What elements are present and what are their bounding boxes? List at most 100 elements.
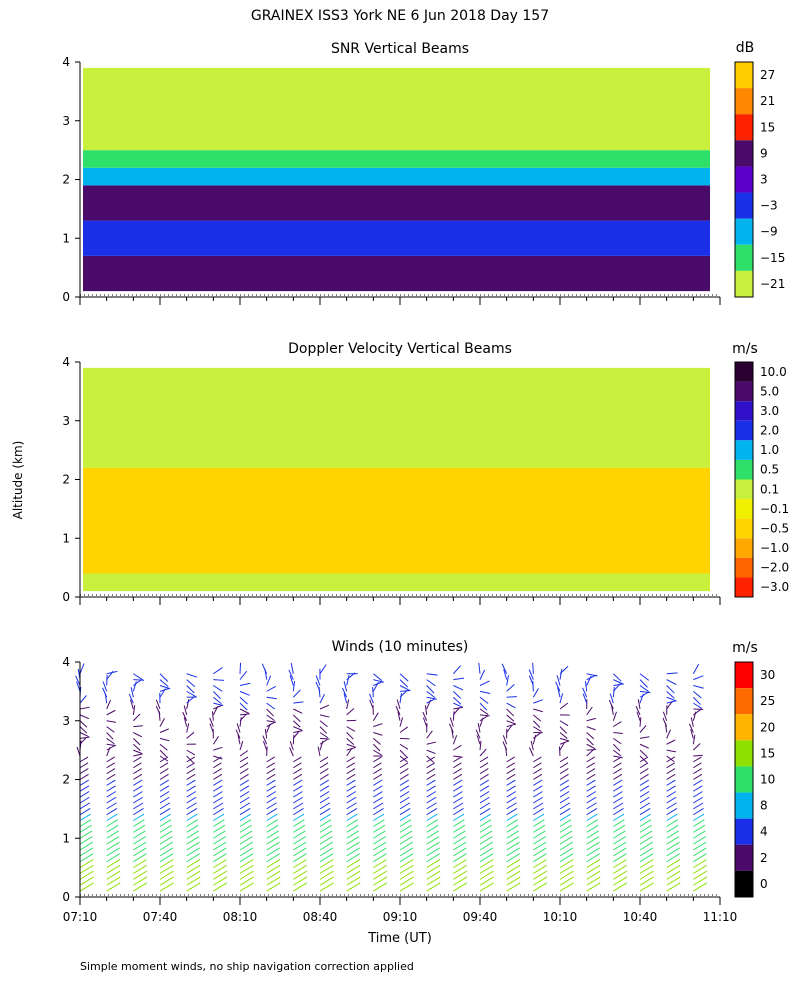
wind-barb (503, 669, 508, 680)
wind-barb (506, 853, 521, 863)
wind-barb (239, 773, 249, 780)
colorbar-label: 15 (760, 120, 775, 134)
wind-barb (346, 796, 357, 804)
wind-barb (399, 876, 414, 886)
wind-barb (293, 859, 307, 869)
wind-barb (426, 813, 438, 822)
wind-barb (266, 864, 281, 874)
wind-barb (426, 802, 437, 810)
wind-barb (558, 746, 561, 757)
wind-barb (159, 808, 171, 816)
wind-barb (426, 841, 440, 851)
wind-barb (395, 705, 401, 716)
wind-barb (293, 847, 307, 857)
wind-barb (209, 723, 214, 733)
wind-barb (479, 696, 489, 704)
wind-barb (133, 679, 145, 681)
y-tick-label: 1 (62, 531, 70, 545)
wind-barb (293, 708, 303, 714)
wind-barb (506, 813, 518, 822)
wind-barb (373, 802, 384, 810)
wind-barb (586, 802, 597, 810)
wind-barb (635, 705, 641, 716)
wind-barb (159, 876, 174, 886)
wind-barb (479, 808, 491, 816)
winds-barbs: 0 1 2 3 4 07:10 07:40 08:10 08:40 09:10 09:40 10:10… (62, 655, 737, 924)
wind-barb (479, 779, 489, 786)
wind-barb (186, 731, 195, 739)
colorbar-label: 15 (760, 746, 775, 760)
wind-barb (79, 796, 90, 804)
wind-barb (453, 702, 463, 708)
wind-barb (693, 864, 707, 874)
colorbar-swatch (735, 740, 753, 767)
wind-barb (373, 762, 382, 769)
wind-barb (239, 836, 253, 845)
wind-barb (453, 824, 466, 833)
wind-barb (319, 714, 330, 718)
wind-barb (239, 791, 250, 798)
wind-barb (613, 864, 627, 874)
wind-barb (586, 732, 595, 740)
colorbar-frame (734, 61, 754, 298)
wind-barb (319, 737, 330, 740)
colorbar-swatch (735, 538, 753, 558)
wind-barb (426, 785, 436, 792)
wind-barb (693, 859, 707, 869)
wind-barb (399, 813, 411, 822)
wind-barb (373, 853, 387, 863)
wind-barb (399, 859, 414, 869)
wind-barb (479, 785, 490, 792)
wind-barb (293, 819, 305, 827)
wind-barb (639, 736, 650, 739)
colorbar-swatch (735, 192, 753, 219)
wind-barb (319, 796, 330, 804)
wind-barb (106, 870, 121, 880)
wind-barb (559, 882, 574, 892)
wind-barb (666, 749, 677, 753)
wind-barb (293, 870, 308, 880)
wind-barb (133, 768, 142, 775)
wind-barb (452, 707, 460, 716)
wind-barb (213, 819, 225, 827)
colorbar-label: 2.0 (760, 424, 779, 438)
wind-barb (133, 791, 143, 798)
wind-barb (399, 773, 409, 780)
wind-barb (346, 819, 359, 827)
wind-barb (106, 824, 119, 833)
wind-barb (399, 717, 404, 727)
wind-barb (559, 876, 574, 886)
wind-barb (506, 674, 510, 686)
wind-barb (159, 779, 169, 786)
wind-barb (586, 853, 601, 863)
wind-barb (559, 726, 568, 734)
wind-barb (533, 813, 545, 822)
wind-barb (506, 864, 521, 874)
wind-barb (106, 699, 112, 710)
wind-barb (399, 808, 411, 816)
wind-barb (133, 785, 143, 792)
wind-barb (159, 819, 172, 827)
wind-barb (426, 853, 441, 863)
wind-barb (133, 749, 143, 755)
wind-barb (373, 882, 388, 892)
wind-barb (319, 802, 331, 810)
wind-barb (506, 762, 516, 769)
wind-barb (186, 819, 199, 827)
wind-barb (213, 779, 223, 786)
wind-barb (346, 743, 356, 748)
wind-barb (106, 768, 116, 775)
wind-barb (76, 681, 81, 692)
wind-barb (559, 762, 569, 769)
wind-barb (453, 756, 462, 763)
wind-barb (506, 724, 513, 733)
wind-barb (213, 773, 223, 780)
wind-barb (666, 876, 681, 886)
x-tick-label: 07:10 (63, 910, 98, 924)
wind-barb (346, 756, 356, 763)
wind-barb (133, 859, 147, 869)
wind-barb (666, 755, 675, 763)
colorbar-label: −15 (760, 251, 785, 265)
wind-barb (133, 802, 144, 810)
wind-barb (213, 847, 227, 857)
